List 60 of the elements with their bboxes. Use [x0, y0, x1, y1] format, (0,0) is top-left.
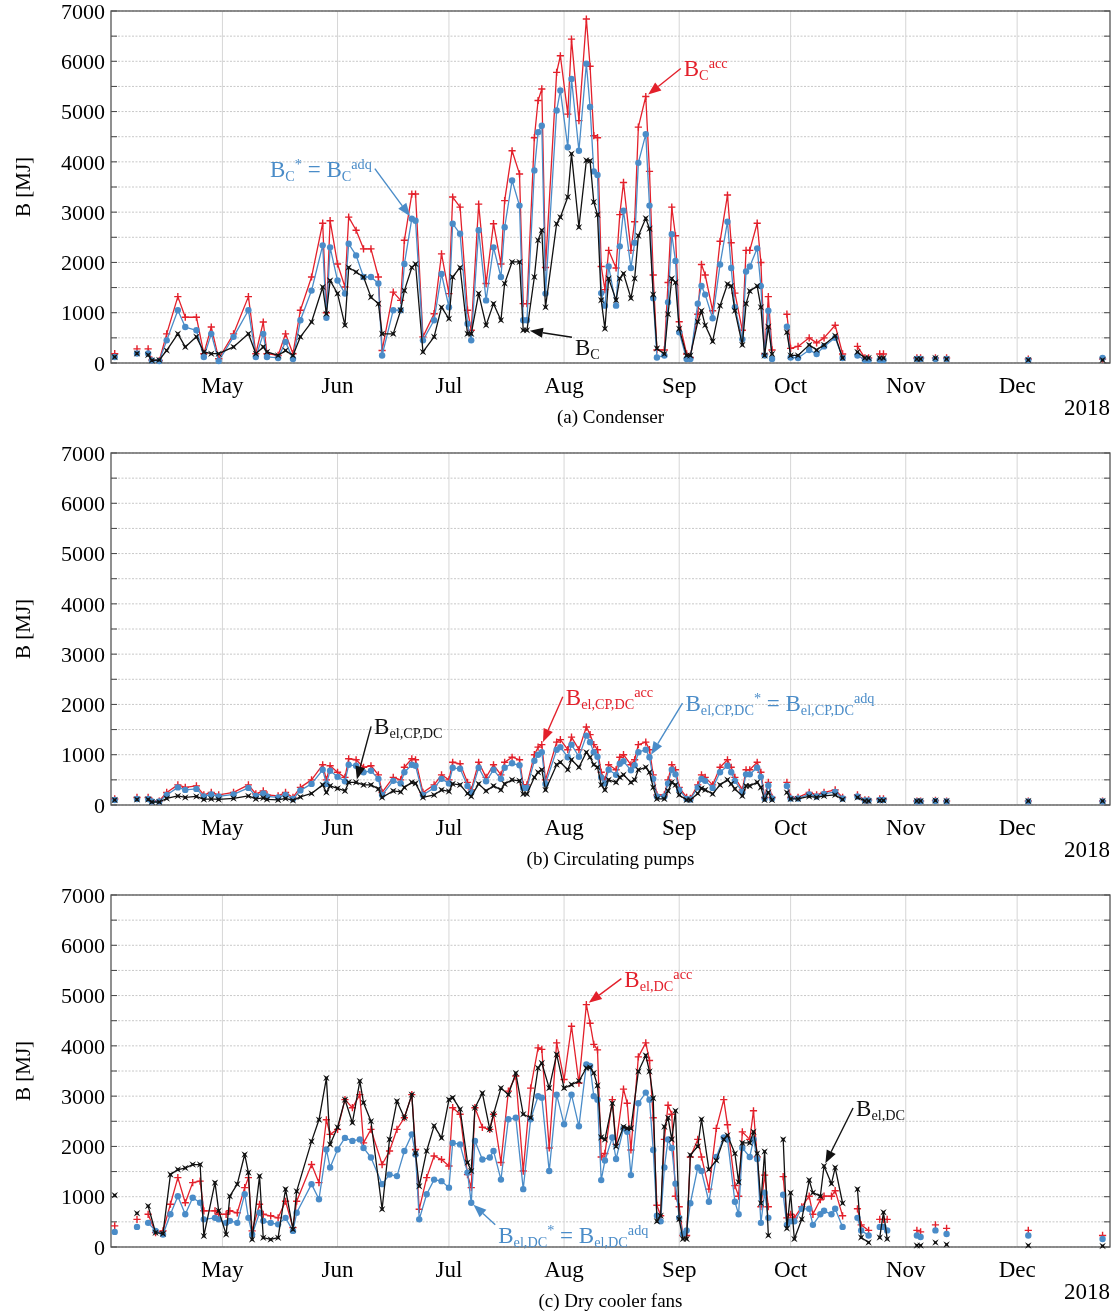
y-tick-label: 3000: [61, 641, 105, 667]
y-axis-title: B [MJ]: [11, 156, 35, 218]
x-tick-label: May: [201, 815, 244, 840]
x-tick-label: Dec: [998, 815, 1036, 840]
x-tick-label: Nov: [885, 373, 927, 398]
x-tick-label: Nov: [885, 1257, 927, 1282]
x-tick-label: Oct: [774, 1257, 808, 1282]
y-tick-label: 4000: [61, 1033, 105, 1059]
y-axis-title: B [MJ]: [11, 598, 35, 660]
y-tick-label: 7000: [61, 882, 105, 908]
text: (a) Condenser: [556, 406, 665, 428]
x-tick-label: Sep: [661, 815, 697, 840]
y-tick-label: 5000: [61, 541, 105, 567]
x-tick-label: Aug: [544, 1257, 585, 1282]
y-tick-label: 1000: [61, 742, 105, 768]
y-tick-label: 7000: [61, 0, 105, 24]
y-axis-title: B [MJ]: [11, 1040, 35, 1102]
x-tick-label: Aug: [544, 373, 585, 398]
y-tick-label: 5000: [61, 983, 105, 1009]
annotation: B$_{el,DC}$: [856, 1096, 906, 1124]
x-tick-label: Dec: [998, 373, 1036, 398]
y-tick-label: 6000: [61, 490, 105, 516]
x-tick-label: Oct: [774, 815, 808, 840]
y-tick-label: 2000: [61, 1134, 105, 1160]
y-tick-label: 6000: [61, 48, 105, 74]
x-tick-label: Jun: [321, 815, 355, 840]
x-tick-label: Jun: [321, 373, 355, 398]
y-tick-label: 3000: [61, 199, 105, 225]
y-tick-label: 0: [94, 350, 105, 376]
y-tick-label: 0: [94, 792, 105, 818]
text: 2018: [1064, 1279, 1110, 1304]
annotation: B$_{el,CP,DC}$: [374, 714, 443, 742]
x-tick-label: Oct: [774, 373, 808, 398]
x-tick-label: Jul: [435, 1257, 463, 1282]
text: (c) Dry cooler fans: [538, 1290, 683, 1312]
y-tick-label: 3000: [61, 1083, 105, 1109]
text: 2018: [1064, 395, 1110, 420]
y-tick-label: 7000: [61, 440, 105, 466]
y-tick-label: 0: [94, 1234, 105, 1260]
x-tick-label: May: [201, 373, 244, 398]
x-tick-label: Sep: [661, 1257, 697, 1282]
x-tick-label: Nov: [885, 815, 927, 840]
y-tick-label: 1000: [61, 1184, 105, 1210]
x-tick-label: Jul: [435, 815, 463, 840]
y-tick-label: 6000: [61, 932, 105, 958]
text: 2018: [1064, 837, 1110, 862]
y-tick-label: 4000: [61, 591, 105, 617]
x-tick-label: Jul: [435, 373, 463, 398]
x-tick-label: Sep: [661, 373, 697, 398]
y-tick-label: 2000: [61, 692, 105, 718]
x-tick-label: Jun: [321, 1257, 355, 1282]
x-tick-label: Dec: [998, 1257, 1036, 1282]
y-tick-label: 2000: [61, 250, 105, 276]
text: (b) Circulating pumps: [526, 848, 695, 870]
y-tick-label: 1000: [61, 300, 105, 326]
x-tick-label: May: [201, 1257, 244, 1282]
x-tick-label: Aug: [544, 815, 585, 840]
y-tick-label: 4000: [61, 149, 105, 175]
annotation: B$_{C}$: [574, 335, 600, 363]
y-tick-label: 5000: [61, 99, 105, 125]
